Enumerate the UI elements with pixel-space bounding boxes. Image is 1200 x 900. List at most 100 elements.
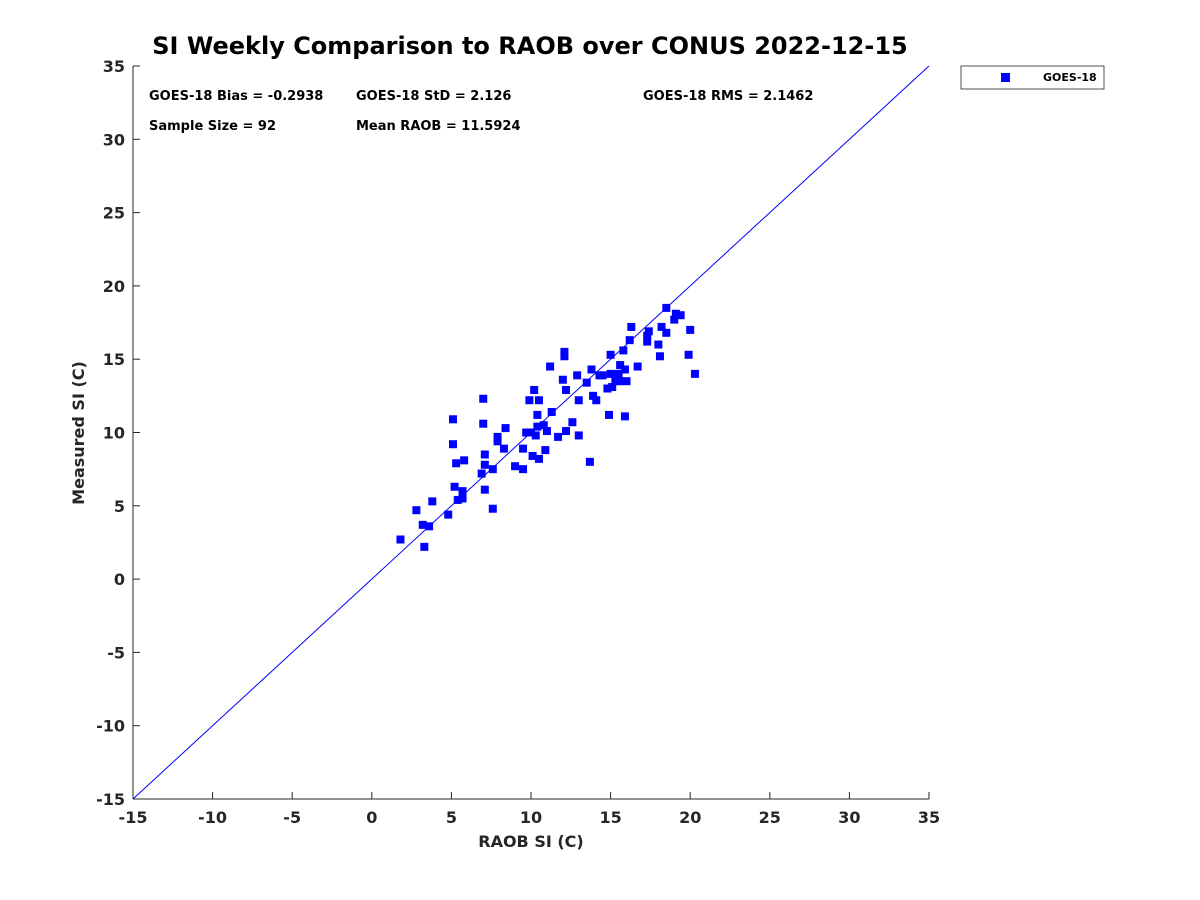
- data-point: [412, 506, 421, 515]
- data-point: [633, 362, 642, 371]
- data-point: [547, 407, 556, 416]
- data-point: [542, 427, 551, 436]
- data-point: [598, 371, 607, 380]
- x-axis-label: RAOB SI (C): [478, 832, 583, 851]
- data-point: [644, 327, 653, 336]
- data-point: [574, 431, 583, 440]
- data-point: [592, 396, 601, 405]
- y-axis-label: Measured SI (C): [69, 361, 88, 505]
- data-point: [619, 346, 628, 355]
- data-point: [643, 331, 652, 340]
- y-tick-label: -15: [96, 790, 125, 809]
- stat-bias: GOES-18 Bias = -0.2938: [149, 89, 323, 104]
- data-point: [622, 377, 631, 386]
- data-point: [605, 410, 614, 419]
- plot-area: -15 -10 -5 0 5 10 15 20 25 30 35 -15 -10 -5 0 5 10 15 20 2…: [96, 57, 940, 827]
- y-axis-ticks: -15 -10 -5 0 5 10 15 20 25 30 35: [96, 57, 140, 809]
- y-tick-label: 15: [103, 350, 125, 369]
- y-tick-label: -5: [107, 643, 125, 662]
- data-point: [425, 522, 434, 531]
- data-point: [606, 369, 615, 378]
- data-point: [562, 385, 571, 394]
- y-tick-label: 0: [114, 570, 125, 589]
- x-tick-label: 25: [759, 808, 781, 827]
- data-point: [620, 412, 629, 421]
- data-point: [541, 446, 550, 455]
- y-tick-label: 10: [103, 424, 125, 443]
- x-tick-label: 10: [520, 808, 542, 827]
- data-point: [396, 535, 405, 544]
- data-point: [627, 322, 636, 331]
- legend-box: [960, 65, 1105, 90]
- data-point: [480, 460, 489, 469]
- data-point: [488, 504, 497, 513]
- data-point: [539, 421, 548, 430]
- data-point: [690, 369, 699, 378]
- y-tick-label: 20: [103, 277, 125, 296]
- data-point: [585, 457, 594, 466]
- data-point: [562, 427, 571, 436]
- data-point: [458, 487, 467, 496]
- chart-title: SI Weekly Comparison to RAOB over CONUS …: [152, 32, 907, 60]
- y-tick-label: -10: [96, 717, 125, 736]
- data-point: [428, 497, 437, 506]
- data-point: [531, 431, 540, 440]
- data-point: [573, 371, 582, 380]
- data-point: [460, 456, 469, 465]
- data-point: [452, 459, 461, 468]
- x-tick-label: 15: [599, 808, 621, 827]
- data-point: [527, 428, 535, 437]
- data-point: [616, 361, 625, 370]
- x-tick-label: 0: [366, 808, 377, 827]
- data-point: [686, 325, 695, 334]
- data-point: [643, 337, 652, 346]
- data-point: [560, 352, 569, 361]
- x-tick-label: 35: [918, 808, 940, 827]
- data-point: [418, 520, 427, 529]
- data-point: [479, 394, 488, 403]
- stat-rms: GOES-18 RMS = 2.1462: [643, 89, 813, 104]
- x-tick-label: 5: [446, 808, 457, 827]
- data-point: [655, 352, 664, 361]
- x-tick-label: -5: [283, 808, 301, 827]
- data-point: [519, 465, 528, 474]
- data-point: [420, 542, 429, 551]
- data-point: [614, 369, 623, 378]
- stat-std: GOES-18 StD = 2.126: [356, 89, 511, 104]
- data-point: [499, 444, 508, 453]
- data-point: [606, 350, 615, 359]
- data-point: [684, 350, 693, 359]
- stats-annotations: GOES-18 Bias = -0.2938 GOES-18 StD = 2.1…: [149, 89, 813, 134]
- legend-marker: [1001, 73, 1010, 82]
- data-point: [625, 336, 634, 345]
- data-point: [676, 311, 685, 320]
- data-point: [671, 309, 680, 318]
- y-tick-label: 5: [114, 497, 125, 516]
- data-point: [448, 440, 457, 449]
- data-point: [458, 494, 467, 503]
- data-point: [608, 383, 617, 392]
- data-point: [654, 340, 663, 349]
- legend-label: GOES-18: [1043, 71, 1097, 84]
- data-point: [488, 465, 497, 474]
- data-point: [479, 419, 488, 428]
- legend: GOES-18: [960, 65, 1105, 90]
- data-point: [528, 451, 537, 460]
- data-point: [501, 424, 510, 433]
- data-point: [534, 396, 543, 405]
- data-point: [444, 510, 453, 519]
- data-point: [560, 347, 569, 356]
- data-point: [574, 396, 583, 405]
- data-point: [620, 365, 629, 374]
- data-point: [493, 437, 502, 446]
- stat-mean-raob: Mean RAOB = 11.5924: [356, 119, 521, 134]
- data-point: [589, 391, 598, 400]
- x-tick-label: -15: [119, 808, 148, 827]
- y-tick-label: 25: [103, 204, 125, 223]
- data-point: [477, 469, 486, 478]
- data-point: [480, 450, 489, 459]
- data-point: [530, 385, 539, 394]
- data-point: [534, 454, 543, 463]
- data-point: [611, 377, 620, 386]
